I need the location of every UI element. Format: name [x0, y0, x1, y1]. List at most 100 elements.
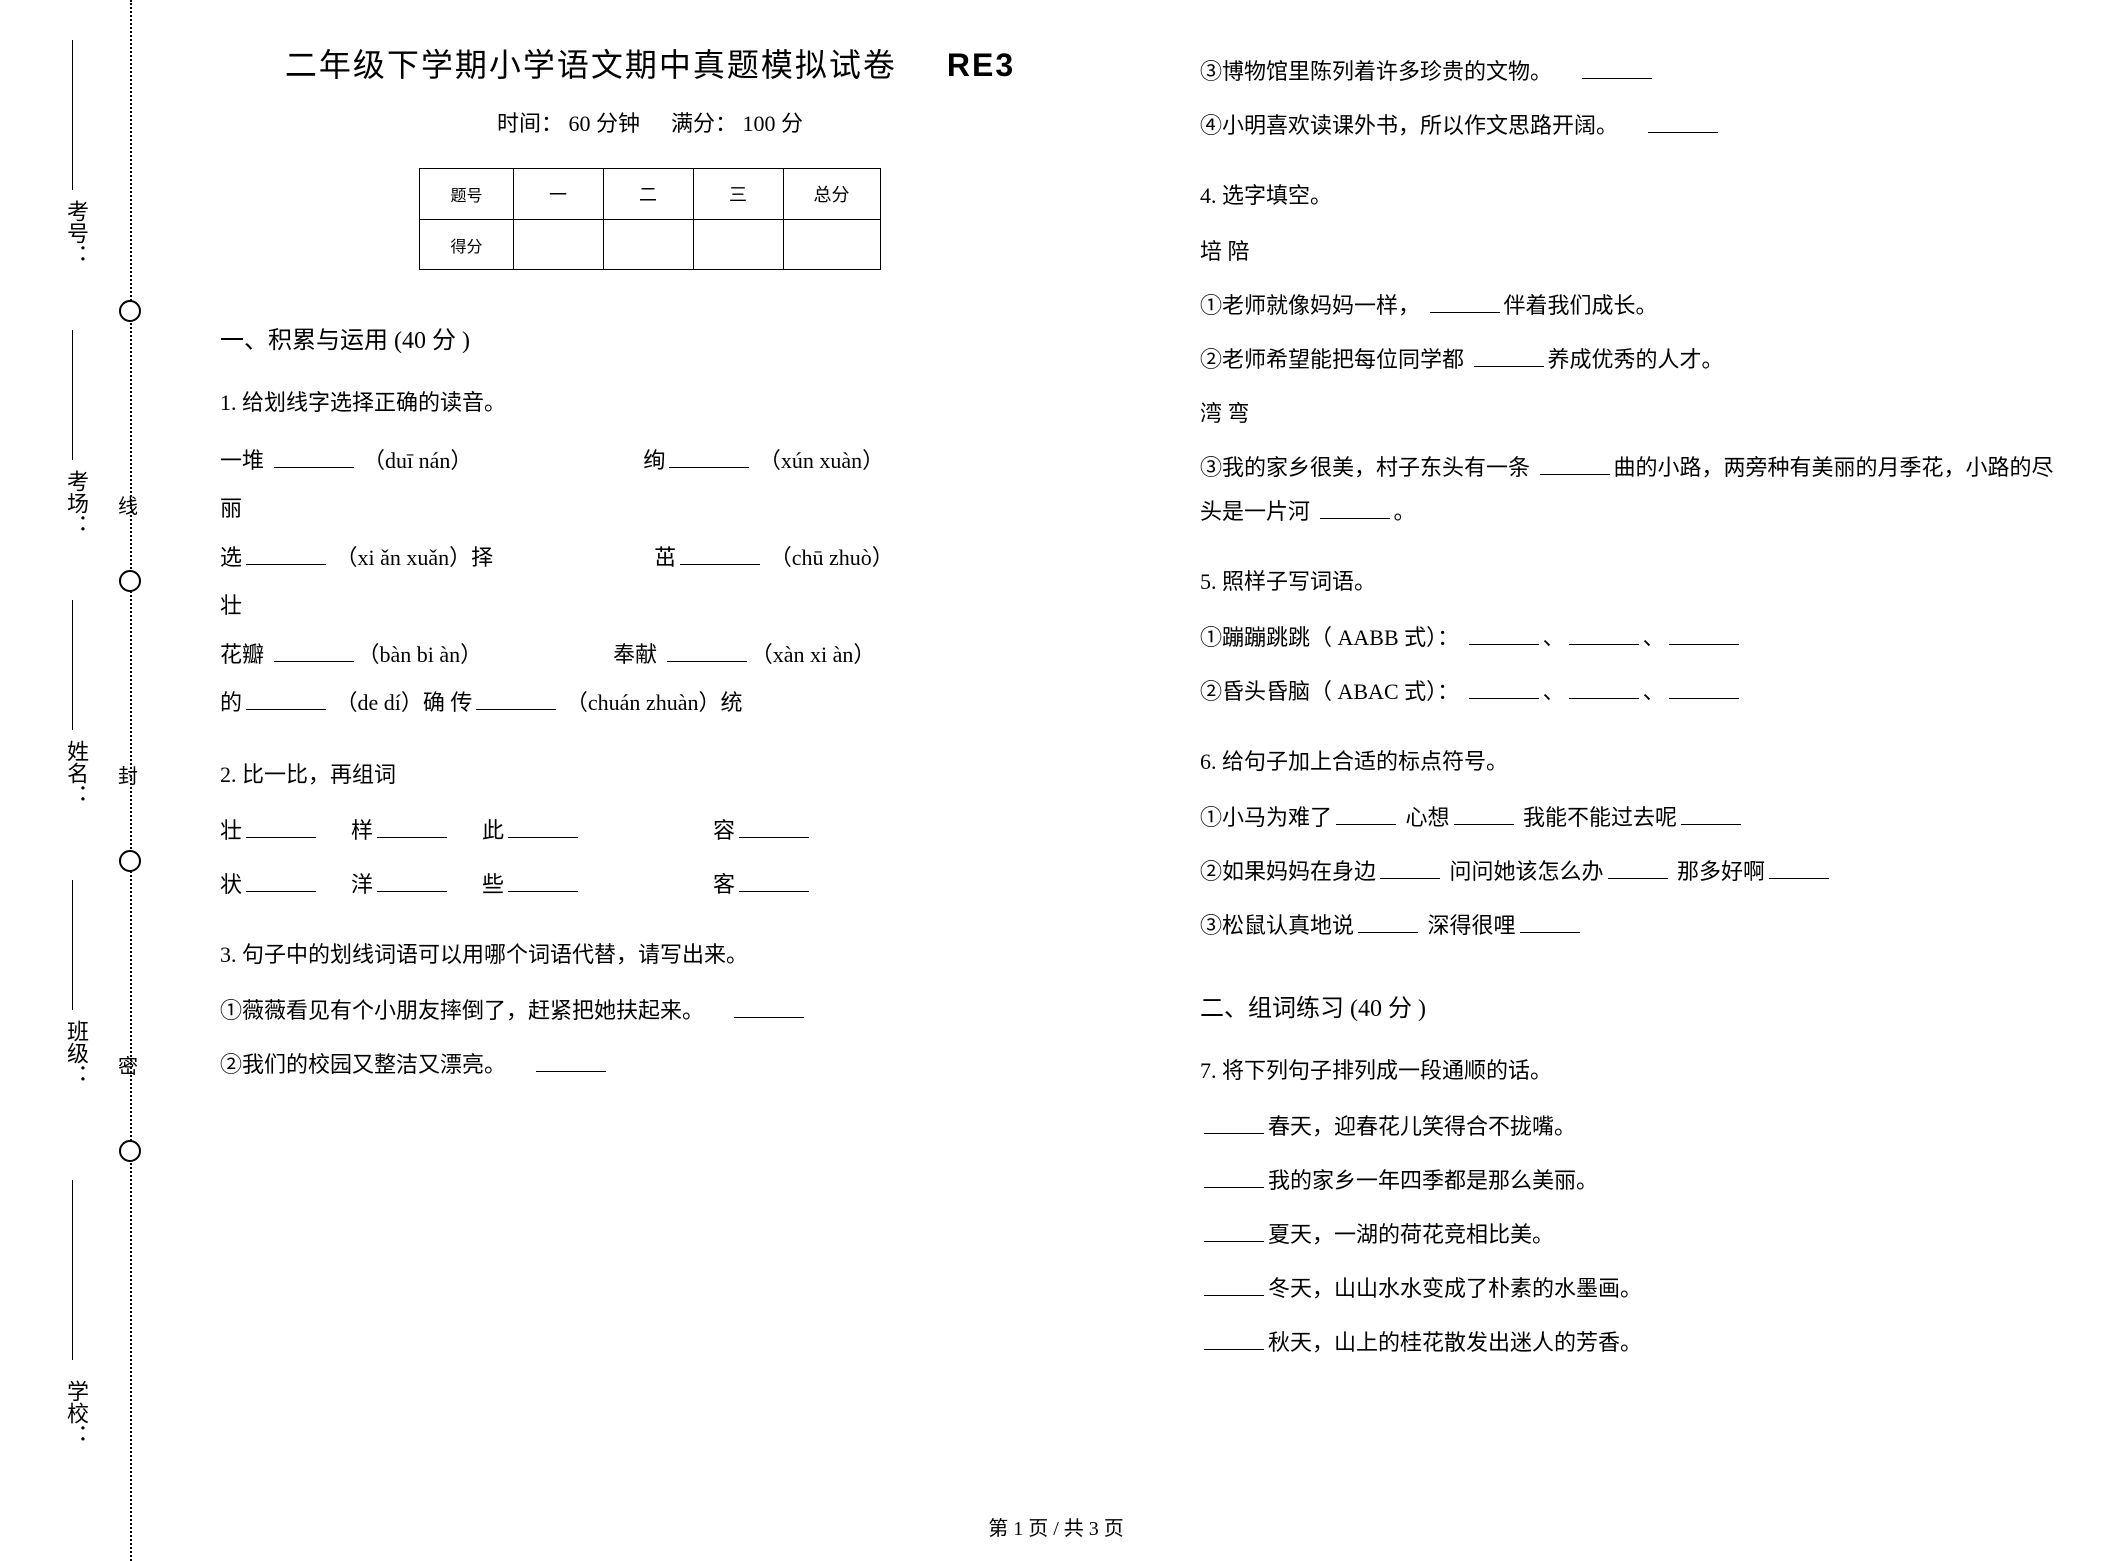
page-footer: 第 1 页 / 共 3 页 — [0, 1512, 2112, 1541]
blank[interactable] — [508, 816, 578, 838]
q4-i2: ②老师希望能把每位同学都 养成优秀的人才。 — [1200, 338, 2060, 382]
q6-num: 6. 给句子加上合适的标点符号。 — [1200, 744, 2060, 776]
right-column: ③博物馆里陈列着许多珍贵的文物。 ④小明喜欢读课外书，所以作文思路开阔。 4. … — [1180, 40, 2080, 1500]
blank[interactable] — [1469, 623, 1539, 645]
q6-i3b: 深得很哩 — [1428, 913, 1516, 938]
blank[interactable] — [1474, 345, 1544, 367]
circle-marker — [119, 850, 141, 872]
q1-l4a: 的 — [220, 690, 242, 715]
blank[interactable] — [1648, 111, 1718, 133]
blank[interactable] — [1380, 857, 1440, 879]
underline-class — [72, 880, 73, 1010]
blank[interactable] — [377, 816, 447, 838]
blank[interactable] — [1204, 1166, 1264, 1188]
blank[interactable] — [377, 870, 447, 892]
td-score-label: 得分 — [420, 220, 513, 270]
blank[interactable] — [1204, 1328, 1264, 1350]
q6-i3: ③松鼠认真地说 深得很哩 — [1200, 904, 2060, 948]
blank[interactable] — [246, 543, 326, 565]
blank[interactable] — [274, 446, 354, 468]
char-xian: 线 — [118, 490, 138, 519]
blank[interactable] — [1204, 1274, 1264, 1296]
label-school: 学校： — [60, 1380, 92, 1446]
blank[interactable] — [669, 446, 749, 468]
blank[interactable] — [739, 816, 809, 838]
blank[interactable] — [667, 640, 747, 662]
blank[interactable] — [246, 816, 316, 838]
binding-margin: 学校： 班级： 姓名： 考场： 考号： 密 封 线 — [0, 0, 180, 1561]
circle-marker — [119, 300, 141, 322]
blank[interactable] — [1582, 57, 1652, 79]
blank[interactable] — [1569, 677, 1639, 699]
q2-r2-0: 状 — [220, 872, 242, 897]
blank[interactable] — [1430, 291, 1500, 313]
time-label: 时间： — [497, 111, 563, 136]
q1-l3c: 奉献 — [613, 642, 657, 667]
q4-pair2: 湾 弯 — [1200, 392, 2060, 436]
q2-r1-0: 壮 — [220, 818, 242, 843]
q5-num: 5. 照样子写词语。 — [1200, 564, 2060, 596]
label-examno: 考号： — [60, 200, 92, 266]
circle-marker — [119, 1140, 141, 1162]
blank[interactable] — [1769, 857, 1829, 879]
q4-i1a: ①老师就像妈妈一样， — [1200, 293, 1420, 318]
blank[interactable] — [536, 1050, 606, 1072]
q5-i1: ①蹦蹦跳跳（ AABB 式）： 、、 — [1200, 616, 2060, 660]
q7-i5-text: 秋天，山上的桂花散发出迷人的芳香。 — [1268, 1330, 1642, 1355]
blank[interactable] — [1520, 911, 1580, 933]
blank[interactable] — [1204, 1112, 1264, 1134]
blank[interactable] — [1669, 623, 1739, 645]
q1-line1: 一堆 （duī nán） 绚 （xún xuàn） 丽 — [220, 437, 1080, 534]
char-feng: 封 — [118, 760, 138, 789]
q1-l1d: （xún xuàn） — [759, 448, 884, 473]
blank[interactable] — [1469, 677, 1539, 699]
blank[interactable] — [734, 996, 804, 1018]
q1-line4: 的 （de dí）确 传 （chuán zhuàn）统 — [220, 679, 1080, 727]
q1-l1c: 绚 — [643, 448, 665, 473]
blank[interactable] — [1608, 857, 1668, 879]
q7-i4: 冬天，山山水水变成了朴素的水墨画。 — [1200, 1267, 2060, 1311]
blank[interactable] — [1454, 803, 1514, 825]
q1-l4c: （chuán zhuàn）统 — [566, 690, 743, 715]
td-score-2[interactable] — [603, 220, 693, 270]
td-score-1[interactable] — [513, 220, 603, 270]
blank[interactable] — [274, 640, 354, 662]
q4-i2a: ②老师希望能把每位同学都 — [1200, 347, 1464, 372]
title-code: RE3 — [947, 47, 1015, 83]
blank[interactable] — [1336, 803, 1396, 825]
blank[interactable] — [680, 543, 760, 565]
q1-num: 1. 给划线字选择正确的读音。 — [220, 385, 1080, 417]
td-score-3[interactable] — [693, 220, 783, 270]
q7-i5: 秋天，山上的桂花散发出迷人的芳香。 — [1200, 1321, 2060, 1365]
td-score-total[interactable] — [783, 220, 880, 270]
q4-i3c: 。 — [1394, 499, 1416, 524]
q7-i3-text: 夏天，一湖的荷花竞相比美。 — [1268, 1222, 1554, 1247]
th-total: 总分 — [783, 169, 880, 220]
q4-i1: ①老师就像妈妈一样， 伴着我们成长。 — [1200, 284, 2060, 328]
char-mi: 密 — [118, 1050, 138, 1079]
q1-l2e: 壮 — [220, 593, 242, 618]
left-column: 二年级下学期小学语文期中真题模拟试卷 RE3 时间： 60 分钟 满分： 100… — [200, 40, 1100, 1500]
q1-line2: 选 （xi ǎn xuǎn）择 茁 （chū zhuò） 壮 — [220, 534, 1080, 631]
q4-i3: ③我的家乡很美，村子东头有一条 曲的小路，两旁种有美丽的月季花，小路的尽头是一片… — [1200, 446, 2060, 534]
blank[interactable] — [1358, 911, 1418, 933]
blank[interactable] — [1569, 623, 1639, 645]
score-table: 题号 一 二 三 总分 得分 — [419, 168, 880, 270]
q2-r1-2: 此 — [482, 818, 504, 843]
blank[interactable] — [246, 870, 316, 892]
q3-i4-text: ④小明喜欢读课外书，所以作文思路开阔。 — [1200, 113, 1618, 138]
blank[interactable] — [246, 688, 326, 710]
th-3: 三 — [693, 169, 783, 220]
q1-l1e: 丽 — [220, 496, 242, 521]
blank[interactable] — [1320, 497, 1390, 519]
blank[interactable] — [476, 688, 556, 710]
blank[interactable] — [508, 870, 578, 892]
blank[interactable] — [1669, 677, 1739, 699]
blank[interactable] — [1540, 453, 1610, 475]
q6-i2a: ②如果妈妈在身边 — [1200, 859, 1376, 884]
blank[interactable] — [1681, 803, 1741, 825]
q1-line3: 花瓣 （bàn bi àn） 奉献 （xàn xi àn） — [220, 631, 1080, 679]
blank[interactable] — [739, 870, 809, 892]
q7-i1-text: 春天，迎春花儿笑得合不拢嘴。 — [1268, 1114, 1576, 1139]
blank[interactable] — [1204, 1220, 1264, 1242]
